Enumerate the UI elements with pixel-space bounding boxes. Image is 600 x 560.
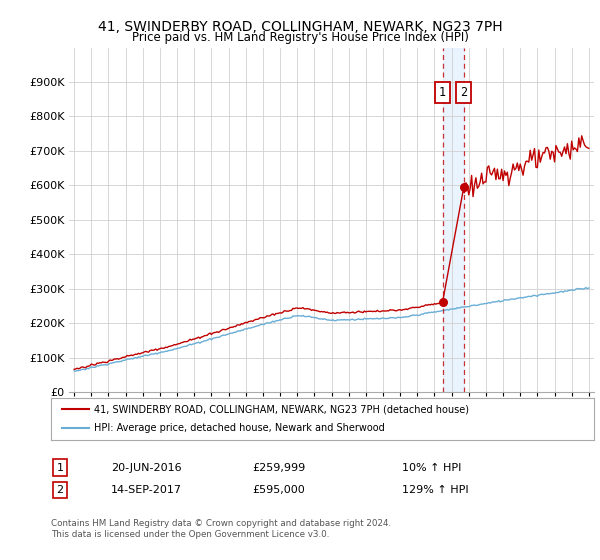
Text: 129% ↑ HPI: 129% ↑ HPI — [402, 485, 469, 495]
Text: 41, SWINDERBY ROAD, COLLINGHAM, NEWARK, NG23 7PH: 41, SWINDERBY ROAD, COLLINGHAM, NEWARK, … — [98, 20, 502, 34]
Text: 1: 1 — [56, 463, 64, 473]
Text: £259,999: £259,999 — [252, 463, 305, 473]
Point — [459, 183, 469, 192]
Text: 2: 2 — [460, 86, 467, 99]
Text: Contains HM Land Registry data © Crown copyright and database right 2024.
This d: Contains HM Land Registry data © Crown c… — [51, 520, 391, 539]
Text: Price paid vs. HM Land Registry's House Price Index (HPI): Price paid vs. HM Land Registry's House … — [131, 31, 469, 44]
Text: 10% ↑ HPI: 10% ↑ HPI — [402, 463, 461, 473]
Point — [438, 298, 448, 307]
Bar — [443, 48, 464, 392]
Text: 20-JUN-2016: 20-JUN-2016 — [111, 463, 182, 473]
Text: HPI: Average price, detached house, Newark and Sherwood: HPI: Average price, detached house, Newa… — [94, 423, 385, 433]
Text: £595,000: £595,000 — [252, 485, 305, 495]
Text: 41, SWINDERBY ROAD, COLLINGHAM, NEWARK, NG23 7PH (detached house): 41, SWINDERBY ROAD, COLLINGHAM, NEWARK, … — [94, 404, 469, 414]
Text: 1: 1 — [439, 86, 446, 99]
Text: 14-SEP-2017: 14-SEP-2017 — [111, 485, 182, 495]
Text: 2: 2 — [56, 485, 64, 495]
